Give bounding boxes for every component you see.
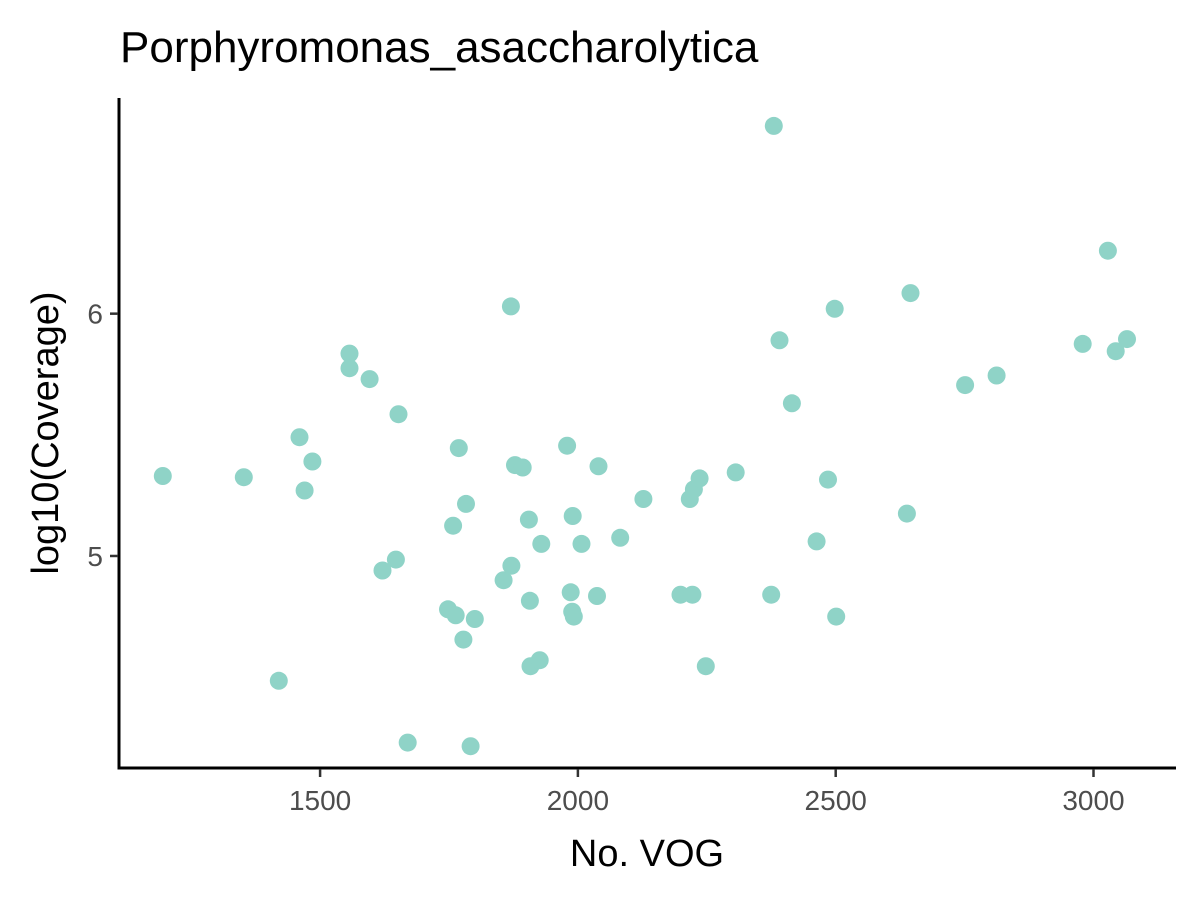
data-point <box>295 481 314 500</box>
data-point <box>444 516 463 535</box>
data-point <box>389 405 408 424</box>
data-point <box>153 467 172 485</box>
data-point <box>564 607 583 626</box>
data-point <box>589 457 608 476</box>
data-point <box>398 733 417 752</box>
y-ticks: 56 <box>87 299 118 572</box>
data-point <box>234 468 253 487</box>
x-tick-label: 3000 <box>1062 785 1124 816</box>
data-point <box>1118 330 1136 349</box>
chart-title: Porphyromonas_asaccharolytica <box>120 23 759 72</box>
data-point <box>290 428 309 447</box>
data-point <box>827 607 846 626</box>
data-point <box>588 587 606 605</box>
data-point <box>520 591 539 610</box>
data-point <box>762 585 781 604</box>
data-point <box>501 297 520 316</box>
data-point <box>494 571 513 590</box>
x-tick-label: 1500 <box>289 785 351 816</box>
data-point <box>269 671 288 690</box>
data-point <box>530 651 549 670</box>
data-point <box>782 394 801 413</box>
data-point <box>690 469 709 488</box>
data-point <box>634 490 653 508</box>
data-point <box>807 532 826 551</box>
data-point <box>1098 241 1117 260</box>
x-axis-title: No. VOG <box>570 833 724 875</box>
data-point <box>519 510 538 529</box>
data-point <box>532 534 551 553</box>
data-point <box>446 606 465 625</box>
x-tick-label: 2000 <box>547 785 609 816</box>
y-tick-label: 5 <box>87 541 103 572</box>
data-point <box>1106 342 1125 361</box>
data-point <box>461 737 480 756</box>
data-point <box>819 470 837 489</box>
data-point <box>696 657 715 676</box>
data-point <box>340 344 359 363</box>
data-point <box>340 359 359 378</box>
data-point <box>770 331 789 350</box>
x-tick-label: 2500 <box>805 785 867 816</box>
data-point <box>386 550 405 569</box>
data-point <box>360 370 379 389</box>
data-point <box>726 463 745 482</box>
data-point <box>901 284 920 303</box>
data-point <box>611 528 630 547</box>
data-point <box>572 534 591 553</box>
y-axis-title: log10(Coverage) <box>25 291 67 574</box>
points-layer <box>153 116 1136 756</box>
data-point <box>373 561 392 580</box>
y-tick-label: 6 <box>87 299 103 330</box>
data-point <box>987 366 1006 385</box>
data-point <box>825 299 844 318</box>
data-point <box>558 436 577 455</box>
data-point <box>513 458 532 477</box>
data-point <box>563 507 582 525</box>
data-point <box>683 585 702 604</box>
data-point <box>764 116 783 135</box>
data-point <box>449 439 468 458</box>
data-point <box>457 494 475 513</box>
data-point <box>454 630 473 649</box>
data-point <box>956 376 975 395</box>
data-point <box>1073 334 1092 353</box>
data-point <box>303 452 322 471</box>
data-point <box>561 583 580 602</box>
x-ticks: 1500 2000 2500 3000 <box>289 769 1125 816</box>
data-point <box>897 504 916 523</box>
data-point <box>502 556 521 575</box>
data-point <box>465 610 484 628</box>
